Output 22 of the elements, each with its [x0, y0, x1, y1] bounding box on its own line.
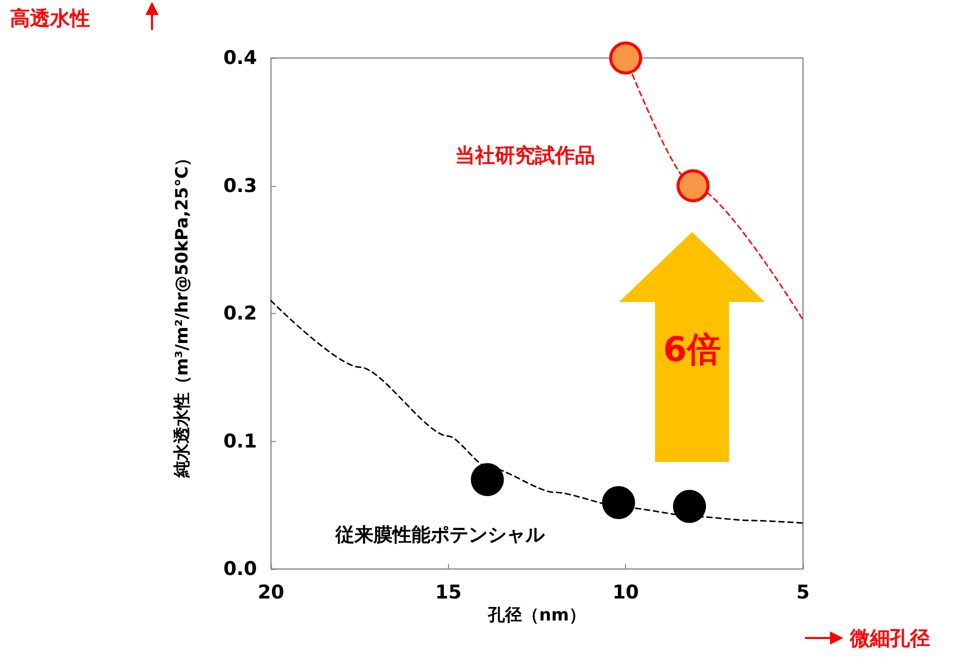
text: 高透水性	[10, 6, 90, 30]
annotation: 6倍	[663, 330, 721, 370]
x-tick-label: 20	[258, 582, 284, 604]
y-tick-label: 0.2	[223, 302, 257, 324]
point	[673, 490, 706, 523]
y-axis-title: 純水透水性（m³/m²/hr@50kPa,25℃）	[172, 149, 192, 479]
y-tick-label: 0.1	[223, 430, 257, 452]
x-tick-label: 15	[435, 582, 462, 604]
point	[602, 486, 636, 520]
x-tick-label: 5	[796, 582, 810, 604]
line-series	[270, 300, 804, 524]
point	[609, 42, 642, 74]
point	[676, 169, 710, 202]
x-tick-label: 10	[612, 582, 639, 604]
annotation: 従来膜性能ポテンシャル	[334, 524, 546, 546]
annotation: 当社研究試作品	[455, 143, 595, 167]
y-tick-label: 0.4	[223, 47, 257, 69]
x-axis-title: 孔径（nm）	[487, 606, 586, 626]
y-tick-label: 0.3	[223, 174, 257, 197]
y-tick-label: 0.0	[223, 558, 257, 580]
text: 微細孔径	[849, 626, 930, 650]
point	[470, 463, 504, 496]
